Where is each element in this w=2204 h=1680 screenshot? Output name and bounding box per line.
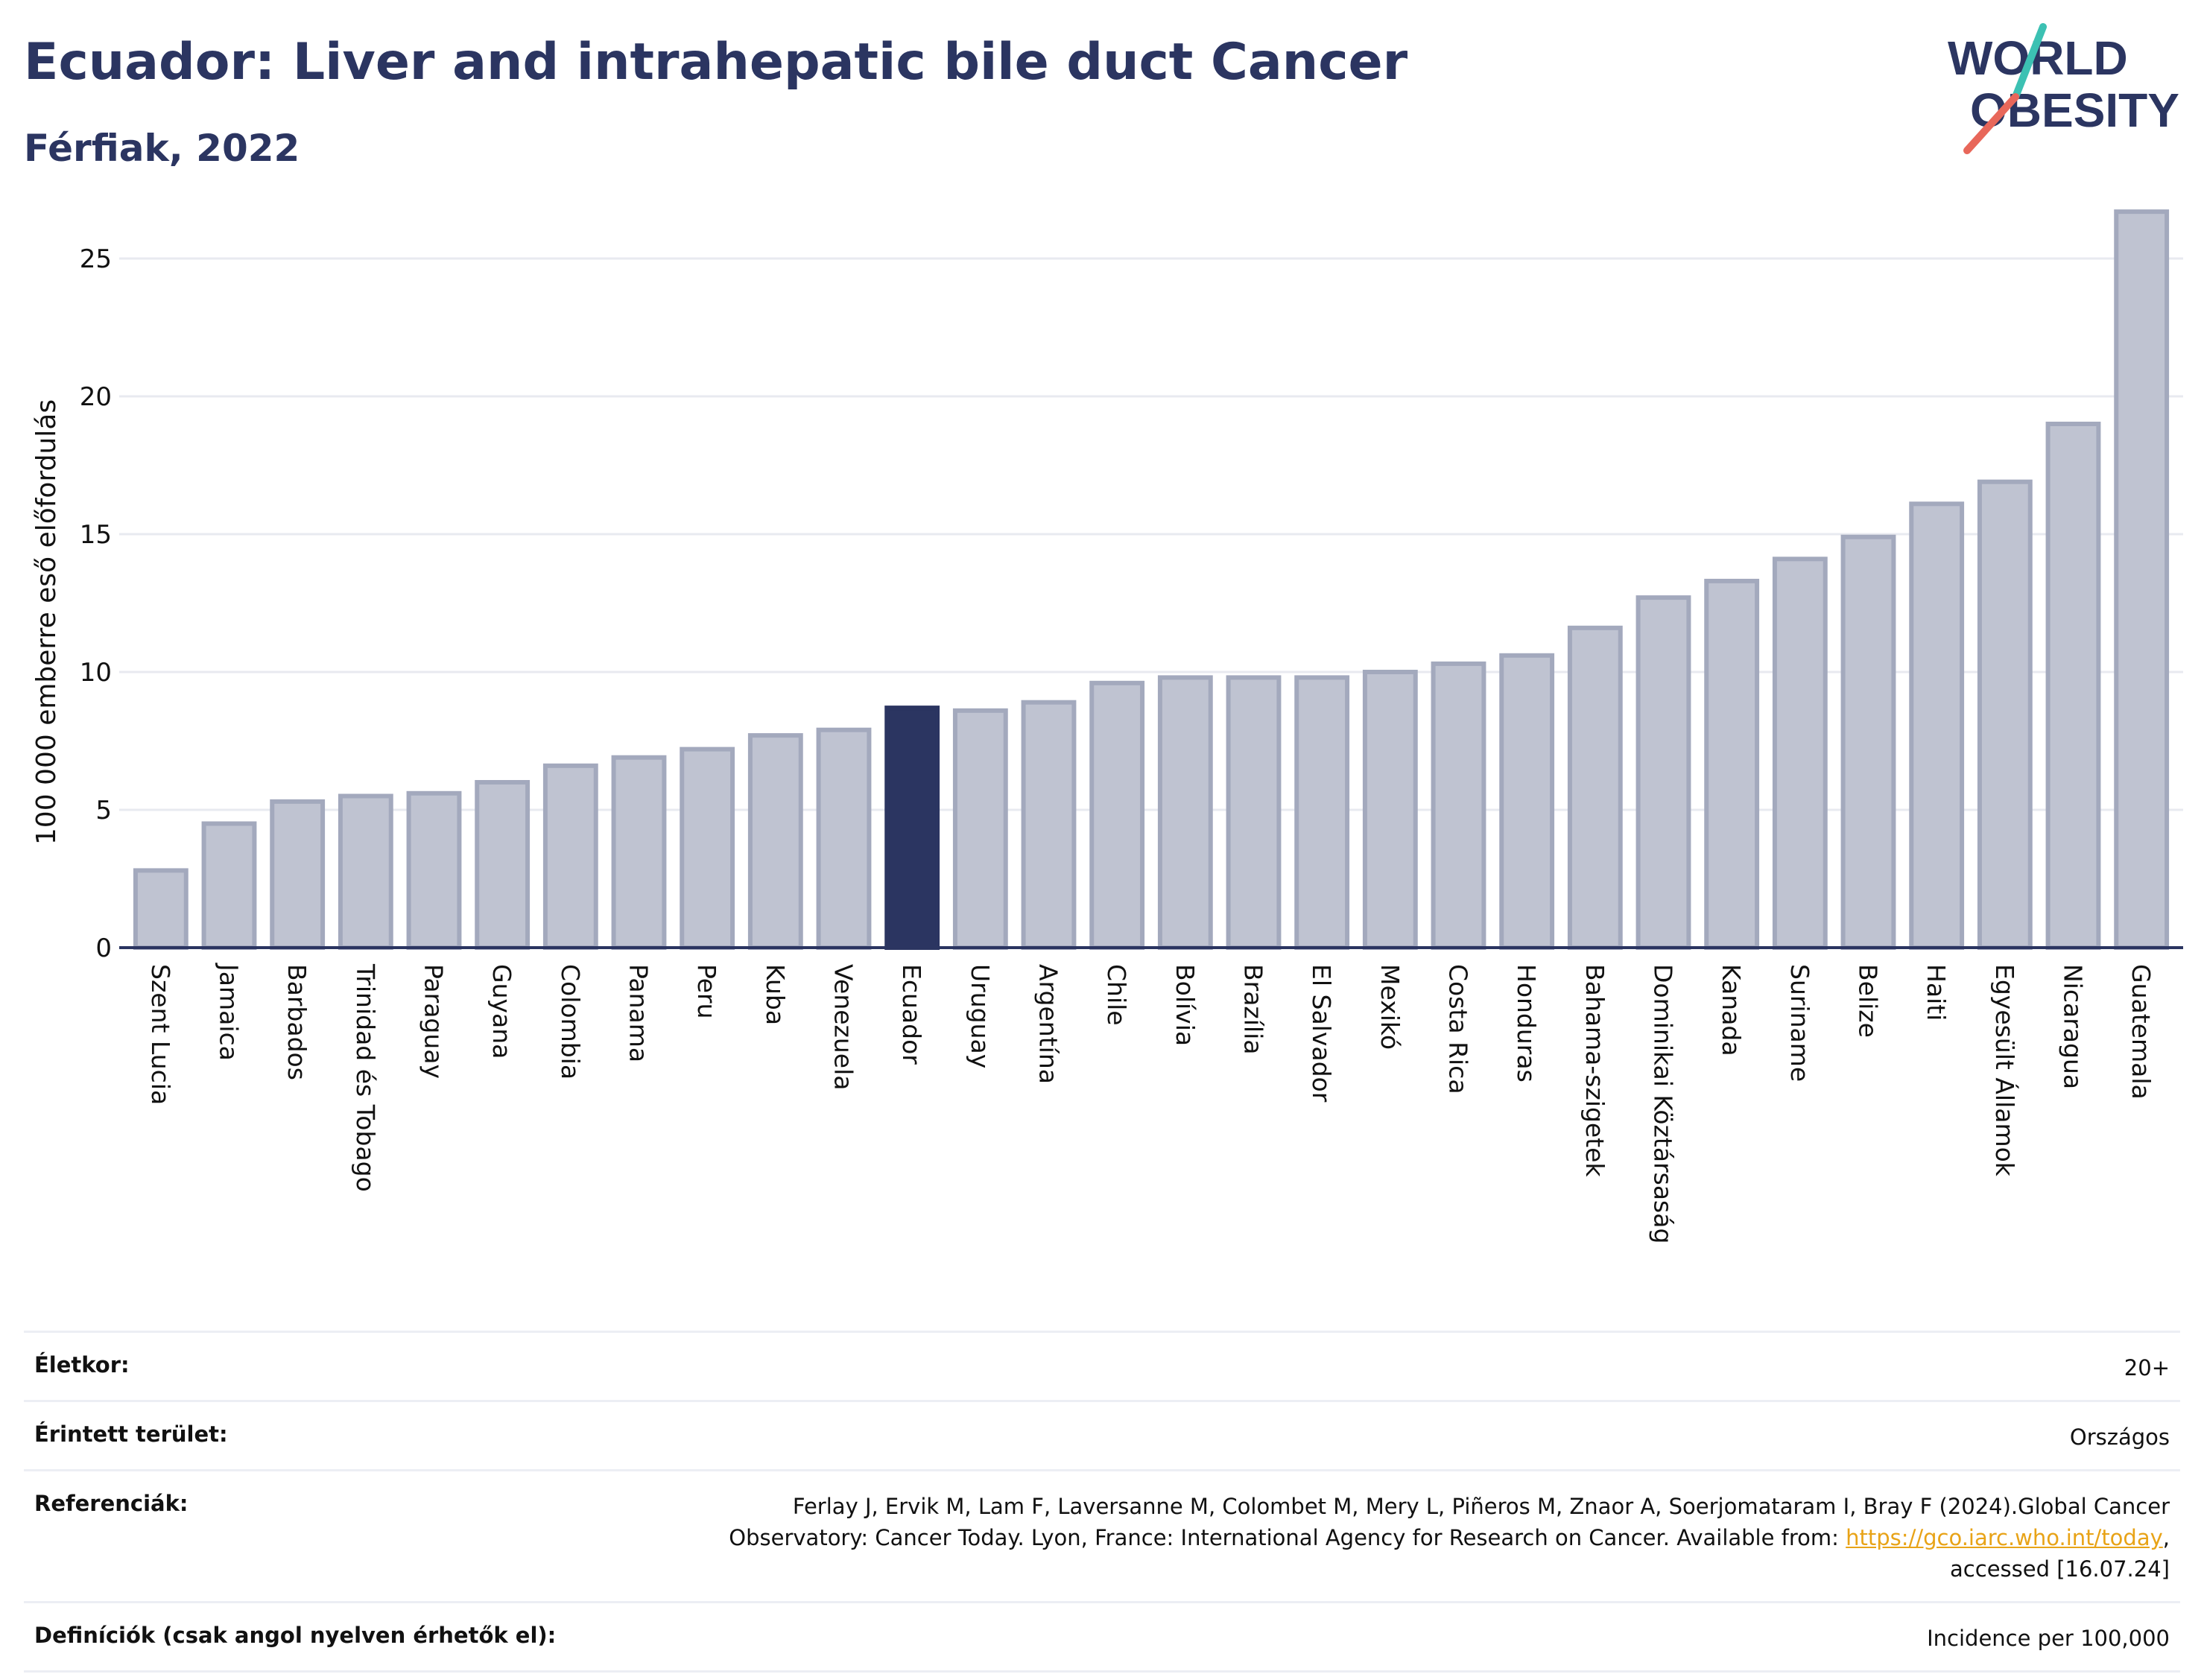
meta-row-age: Életkor: 20+ <box>24 1331 2180 1400</box>
x-tick-label: Argentína <box>1034 964 1063 1084</box>
metadata-table: Életkor: 20+ Érintett terület: Országos … <box>24 1331 2180 1673</box>
bar-costa-rica <box>1431 661 1486 951</box>
bar-ecuador <box>884 706 940 950</box>
meta-row-references: Referenciák: Ferlay J, Ervik M, Lam F, L… <box>24 1469 2180 1601</box>
meta-row-coverage: Érintett terület: Országos <box>24 1400 2180 1469</box>
x-tick-label: Trinidad és Tobago <box>351 963 380 1192</box>
meta-value-references: Ferlay J, Ervik M, Lam F, Laversanne M, … <box>729 1491 2170 1585</box>
reference-link[interactable]: https://gco.iarc.who.int/today <box>1846 1525 2163 1551</box>
y-tick-label: 25 <box>80 244 112 274</box>
bar-bahama-szigetek <box>1567 625 1623 950</box>
x-tick-label: Paraguay <box>419 964 449 1079</box>
x-tick-label: Suriname <box>1785 964 1814 1082</box>
x-tick-label: Barbados <box>282 964 311 1080</box>
x-tick-label: Uruguay <box>966 964 995 1068</box>
meta-label-age: Életkor: <box>34 1352 130 1378</box>
y-tick-label: 10 <box>80 658 112 688</box>
bar-honduras <box>1499 653 1555 950</box>
page-subtitle: Férfiak, 2022 <box>24 127 300 170</box>
x-tick-label: Szent Lucia <box>146 964 175 1105</box>
reference-line-1: Ferlay J, Ervik M, Lam F, Laversanne M, … <box>792 1494 2170 1520</box>
logo-slash-coral <box>1963 93 2019 154</box>
bar-chile <box>1089 680 1145 950</box>
grid-lines <box>119 257 2183 811</box>
y-tick-label: 15 <box>80 520 112 550</box>
y-tick-label: 0 <box>95 933 112 963</box>
reference-line-2: Observatory: Cancer Today. Lyon, France:… <box>729 1525 1846 1551</box>
bar-szent-lucia <box>133 868 189 951</box>
page-title: Ecuador: Liver and intrahepatic bile duc… <box>24 33 1408 92</box>
y-axis-label: 100 000 emberre eső előfordulás <box>31 399 62 845</box>
x-tick-label: Jamaica <box>215 963 244 1061</box>
x-tick-label: Kanada <box>1717 964 1746 1056</box>
logo-slash-teal <box>2012 23 2047 101</box>
bar-trinidad-és-tobago <box>338 793 393 950</box>
bar-kuba <box>747 733 803 950</box>
y-tick-label: 5 <box>95 796 112 825</box>
bar-egyesült-államok <box>1977 479 2033 950</box>
axes: 0 5 10 15 20 25 Szent Lucia Jamaica Barbados Trin… <box>80 244 2183 1243</box>
bar-chart: 0 5 10 15 20 25 Szent Lucia Jamaica Barbados Trin… <box>31 209 2183 1243</box>
x-tick-label: Bahama-szigetek <box>1580 964 1609 1177</box>
bar-haiti <box>1909 501 1965 950</box>
x-tick-label: Nicaragua <box>2059 964 2088 1089</box>
bar-panama <box>611 755 667 951</box>
x-tick-label: Haiti <box>1922 964 1951 1021</box>
x-tick-label: Bolívia <box>1171 964 1200 1046</box>
x-tick-label: Chile <box>1102 964 1131 1026</box>
bar-paraguay <box>406 790 462 951</box>
bar-kanada <box>1704 578 1760 951</box>
meta-value-age: 20+ <box>2124 1355 2170 1381</box>
bar-mexikó <box>1362 670 1418 950</box>
world-obesity-logo: WORLD OBESITY <box>1948 23 2179 154</box>
bar-dominikai-köztársaság <box>1635 595 1691 950</box>
x-tick-label: Colombia <box>556 964 585 1080</box>
bar-bolívia <box>1157 675 1213 951</box>
bar-el-salvador <box>1294 675 1350 951</box>
meta-label-coverage: Érintett terület: <box>34 1421 228 1448</box>
x-tick-label: El Salvador <box>1307 964 1336 1103</box>
x-tick-label: Costa Rica <box>1444 964 1473 1094</box>
bar-venezuela <box>816 727 872 950</box>
reference-line-3: accessed [16.07.24] <box>1950 1556 2170 1582</box>
x-tick-label: Guyana <box>487 964 516 1059</box>
y-tick-label: 20 <box>80 382 112 412</box>
x-tick-label: Belize <box>1854 964 1883 1038</box>
x-tick-label: Dominikai Köztársaság <box>1649 964 1678 1243</box>
bar-jamaica <box>201 821 257 950</box>
x-tick-label: Ecuador <box>897 964 926 1065</box>
x-tick-label: Venezuela <box>829 964 858 1090</box>
bar-peru <box>680 747 735 950</box>
bar-suriname <box>1772 557 1828 950</box>
x-tick-label: Panama <box>624 964 653 1062</box>
x-tick-label: Mexikó <box>1375 964 1405 1050</box>
reference-line-2-end: , <box>2162 1525 2170 1551</box>
bar-barbados <box>270 799 326 951</box>
x-tick-label: Kuba <box>761 964 790 1025</box>
meta-label-references: Referenciák: <box>34 1491 189 1517</box>
x-tick-label: Egyesült Államok <box>1990 964 2020 1177</box>
bar-guyana <box>475 780 531 950</box>
bar-guatemala <box>2114 209 2170 951</box>
x-tick-label: Guatemala <box>2127 964 2156 1100</box>
bars <box>133 209 2170 951</box>
bar-colombia <box>542 763 598 951</box>
x-tick-label: Brazília <box>1239 964 1268 1054</box>
meta-row-definitions: Definíciók (csak angol nyelven érhetők e… <box>24 1601 2180 1673</box>
bar-brazília <box>1226 675 1282 951</box>
bar-belize <box>1840 534 1896 950</box>
x-tick-label: Peru <box>692 964 721 1019</box>
meta-label-definitions: Definíciók (csak angol nyelven érhetők e… <box>34 1623 557 1649</box>
bar-argentína <box>1021 700 1077 950</box>
bar-uruguay <box>952 708 1008 950</box>
bar-nicaragua <box>2045 422 2101 950</box>
meta-value-definitions: Incidence per 100,000 <box>1927 1626 2170 1652</box>
x-tick-label: Honduras <box>1512 964 1541 1083</box>
meta-value-coverage: Országos <box>2069 1424 2170 1451</box>
